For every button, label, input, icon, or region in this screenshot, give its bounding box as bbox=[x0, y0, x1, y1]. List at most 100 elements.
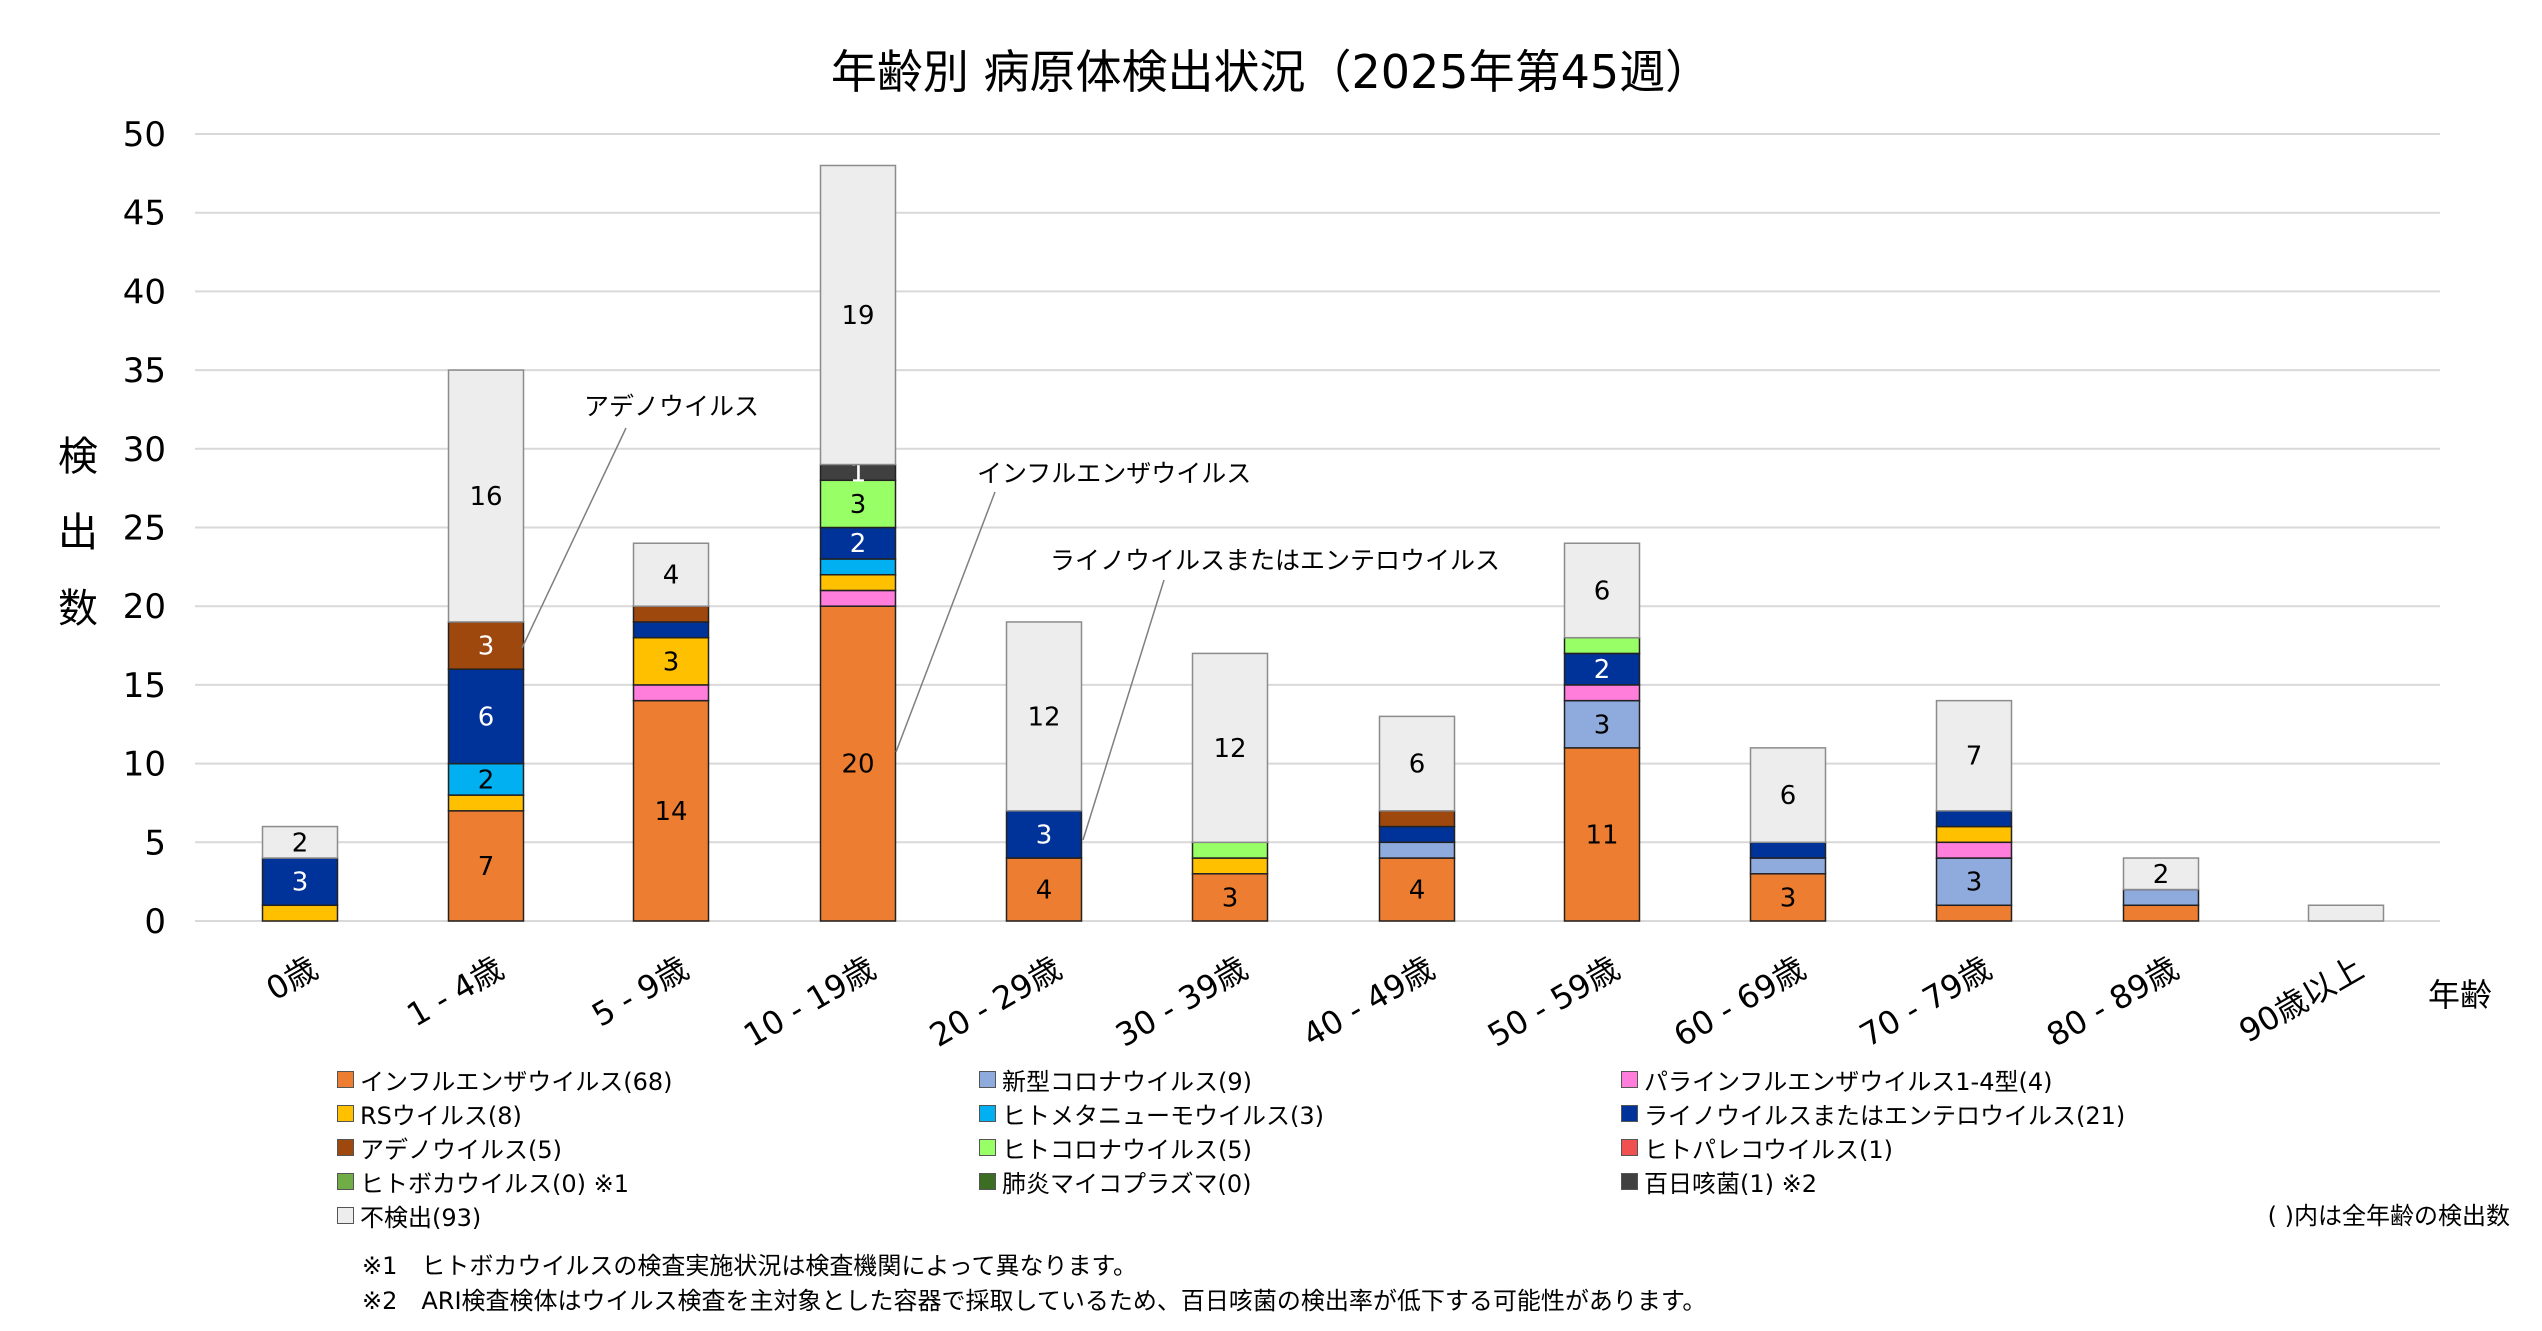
x-tick-label: 50 - 59歳 bbox=[1481, 949, 1626, 1055]
bar-segment bbox=[632, 605, 710, 623]
y-tick-label: 25 bbox=[123, 509, 166, 549]
legend-item: 百日咳菌(1) ※2 bbox=[1621, 1164, 1817, 1199]
bar-segment bbox=[261, 825, 339, 859]
bar-segment bbox=[1563, 636, 1641, 655]
bar-segment bbox=[1563, 652, 1641, 686]
bar-segment bbox=[1935, 825, 2013, 844]
bar-stack: 4 3 12 bbox=[1005, 621, 1083, 922]
chart-title: 年齢別 病原体検出状況（2025年第45週） bbox=[831, 45, 1711, 99]
bar-segment bbox=[819, 164, 897, 466]
legend-swatch bbox=[337, 1071, 354, 1088]
x-tick-label: 60 - 69歳 bbox=[1667, 949, 1812, 1055]
legend-label: ヒトボカウイルス(0) ※1 bbox=[360, 1170, 630, 1198]
y-tick-label: 15 bbox=[123, 666, 166, 706]
y-axis-ticks: 0 5 10 15 20 25 30 35 40 45 50 bbox=[123, 115, 166, 942]
bar-stack: 11 3 2 6 bbox=[1563, 542, 1641, 922]
legend-label: アデノウイルス(5) bbox=[360, 1136, 562, 1164]
data-label: 20 bbox=[841, 750, 874, 780]
bar-segment bbox=[1749, 857, 1827, 875]
data-label: 19 bbox=[841, 301, 874, 331]
legend-swatch bbox=[337, 1139, 354, 1156]
data-label: 12 bbox=[1213, 734, 1246, 764]
bar-segment bbox=[819, 605, 897, 922]
data-label: 3 bbox=[292, 868, 309, 898]
data-label: 2 bbox=[292, 828, 309, 858]
legend-swatch bbox=[979, 1071, 996, 1088]
data-label: 2 bbox=[478, 765, 495, 795]
bar-segment bbox=[1191, 841, 1269, 859]
legend-label: ヒトコロナウイルス(5) bbox=[1002, 1136, 1252, 1164]
data-label: 14 bbox=[654, 797, 687, 827]
bar-segment bbox=[819, 589, 897, 607]
bar-segment bbox=[1378, 841, 1456, 859]
bar-segment bbox=[1749, 747, 1827, 844]
data-label: 7 bbox=[1966, 742, 1983, 772]
bar-segment bbox=[1935, 841, 2013, 859]
bar-segment bbox=[632, 621, 710, 639]
data-label: 3 bbox=[1966, 868, 1983, 898]
bar-segment bbox=[447, 668, 525, 765]
bar-segment bbox=[1191, 652, 1269, 844]
legend-item: 新型コロナウイルス(9) bbox=[979, 1062, 1252, 1097]
y-tick-label: 50 bbox=[123, 115, 166, 155]
bar-segment bbox=[2122, 888, 2200, 907]
data-label: 3 bbox=[1780, 883, 1797, 913]
data-label: 3 bbox=[850, 490, 867, 520]
data-label: 12 bbox=[1027, 702, 1060, 732]
y-axis-label-char: 出 bbox=[58, 510, 98, 556]
bar-segment bbox=[447, 621, 525, 670]
y-axis-label-char: 数 bbox=[58, 586, 98, 632]
y-axis-label: 検出数 bbox=[58, 434, 98, 632]
data-label: 4 bbox=[1409, 876, 1426, 906]
legend-label: インフルエンザウイルス(68) bbox=[360, 1068, 673, 1096]
legend-label: ライノウイルスまたはエンテロウイルス(21) bbox=[1644, 1102, 2126, 1130]
annotation-label: アデノウイルス bbox=[584, 392, 759, 421]
bar-segment bbox=[1563, 684, 1641, 702]
bar-segment bbox=[447, 762, 525, 796]
bar-segment bbox=[2122, 857, 2200, 891]
bar-segment bbox=[1005, 857, 1083, 922]
data-label: 3 bbox=[1036, 820, 1053, 850]
annotation-leader-line bbox=[521, 427, 627, 649]
bar-segment bbox=[1935, 810, 2013, 828]
legend-label: ヒトメタニューモウイルス(3) bbox=[1002, 1102, 1324, 1130]
x-tick-label: 10 - 19歳 bbox=[737, 949, 882, 1055]
bar-segment bbox=[632, 684, 710, 702]
gridlines bbox=[195, 133, 2440, 922]
legend-item: RSウイルス(8) bbox=[337, 1096, 522, 1131]
data-label: 4 bbox=[663, 561, 680, 591]
data-label: 4 bbox=[1036, 876, 1053, 906]
legend-item: アデノウイルス(5) bbox=[337, 1130, 562, 1165]
legend-item: ヒトボカウイルス(0) ※1 bbox=[337, 1164, 629, 1199]
bar-segment bbox=[1563, 747, 1641, 922]
x-tick-label: 40 - 49歳 bbox=[1296, 949, 1441, 1055]
bar-segment bbox=[1378, 715, 1456, 812]
x-tick-label: 80 - 89歳 bbox=[2040, 949, 2185, 1055]
data-label: 3 bbox=[1222, 883, 1239, 913]
bar-stack: 3 12 bbox=[1191, 652, 1269, 922]
y-tick-label: 5 bbox=[144, 823, 166, 863]
bar-segment bbox=[1378, 825, 1456, 844]
legend-label: パラインフルエンザウイルス1-4型(4) bbox=[1644, 1068, 2053, 1096]
bar-stack bbox=[2307, 904, 2385, 922]
data-label: 6 bbox=[478, 702, 495, 732]
legend-swatch bbox=[979, 1105, 996, 1122]
data-label: 2 bbox=[850, 529, 867, 559]
bar-segment bbox=[1749, 841, 1827, 859]
y-tick-label: 45 bbox=[123, 194, 166, 234]
bar-segment bbox=[2122, 904, 2200, 922]
bar-segment bbox=[261, 904, 339, 922]
bar-segment bbox=[819, 479, 897, 529]
bar-segment bbox=[1935, 857, 2013, 907]
legend-item: 不検出(93) bbox=[337, 1198, 481, 1233]
x-tick-label: 1 - 4歳 bbox=[400, 949, 510, 1034]
legend-swatch bbox=[337, 1173, 354, 1190]
bar-stack: 2 bbox=[2122, 857, 2200, 922]
legend-label: ヒトパレコウイルス(1) bbox=[1644, 1136, 1894, 1164]
bar-segment bbox=[1749, 873, 1827, 922]
legend-label: 百日咳菌(1) ※2 bbox=[1644, 1170, 1818, 1198]
bar-stack: 20 2 31 19 bbox=[819, 164, 897, 922]
legend-item: 肺炎マイコプラズマ(0) bbox=[979, 1164, 1252, 1199]
bar-stack: 36 bbox=[1749, 747, 1827, 922]
